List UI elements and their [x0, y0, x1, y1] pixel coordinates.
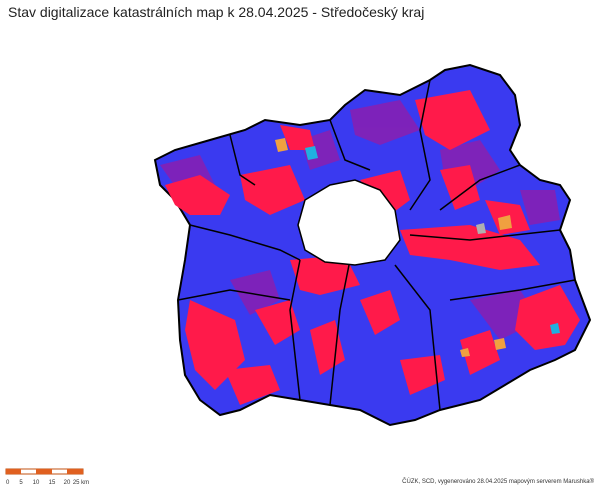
- scale-label: 5: [19, 480, 23, 486]
- scale-label: 25 km: [73, 480, 89, 486]
- scale-segment: [6, 469, 21, 474]
- scale-label: 0: [6, 480, 10, 486]
- red-patches: [165, 90, 580, 405]
- district-borders: [177, 79, 576, 411]
- prague-hole: [297, 179, 401, 266]
- scale-segment: [67, 469, 83, 474]
- minor-patches: [275, 138, 560, 357]
- region-map: [153, 63, 592, 427]
- scale-segment: [36, 469, 52, 474]
- map-title: Stav digitalizace katastrálních map k 28…: [8, 4, 424, 20]
- credit: ČÚZK, SCD, vygenerováno 28.04.2025 mapov…: [402, 478, 594, 485]
- scale-label: 10: [33, 480, 40, 486]
- scale-label: 15: [49, 480, 56, 486]
- scale-bar: 0 5 10 15 20 25 km: [5, 468, 89, 486]
- scale-label: 20: [64, 480, 71, 486]
